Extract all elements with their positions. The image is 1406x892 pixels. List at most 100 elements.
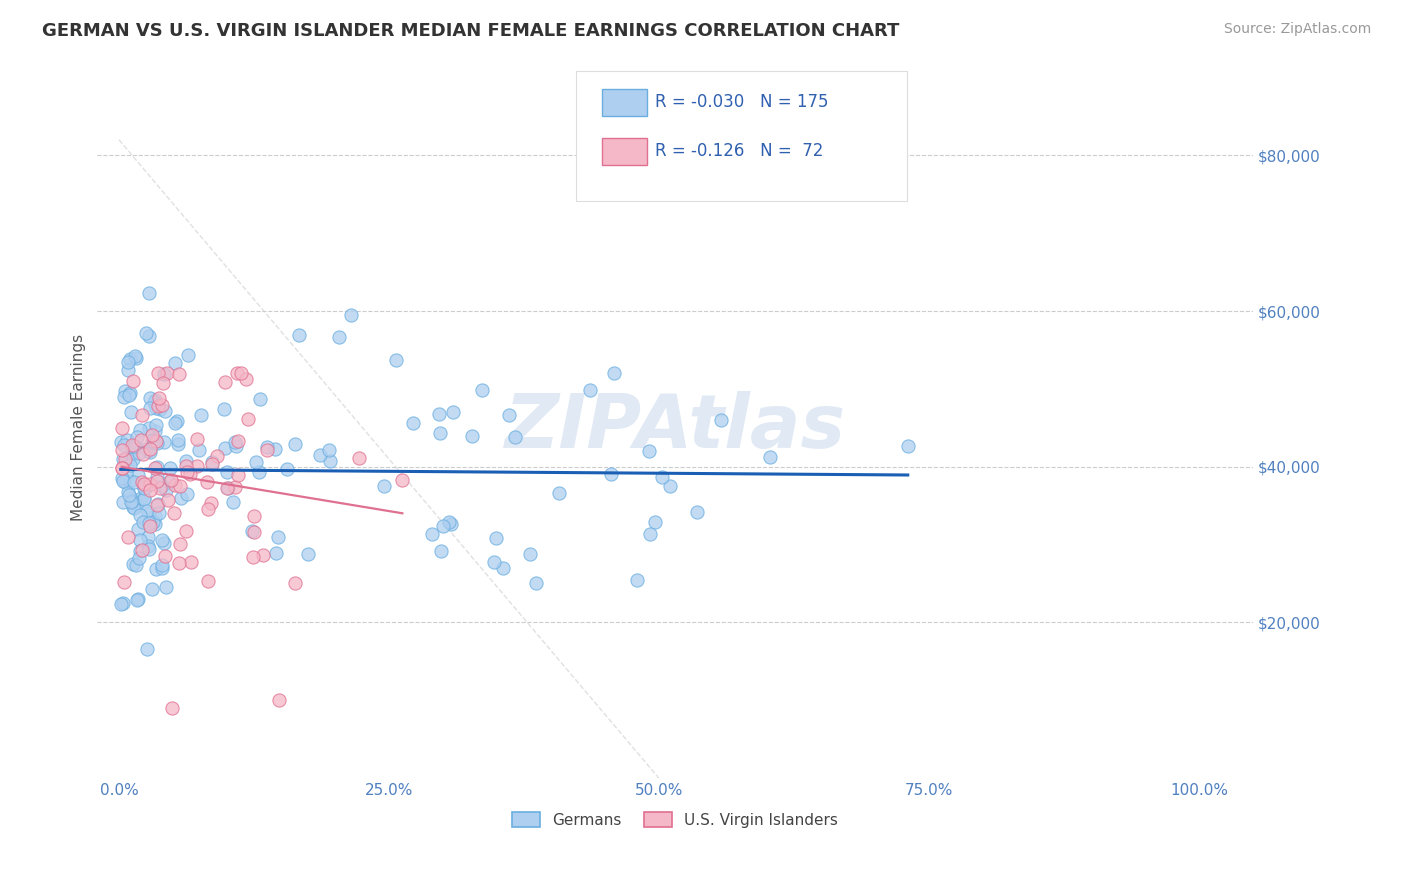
Point: [138, 420, 160, 434]
Point: [117, 355, 139, 369]
Point: [159, 461, 181, 475]
Point: [215, 481, 238, 495]
Point: [503, 430, 526, 444]
Point: [179, 467, 201, 481]
Point: [129, 544, 152, 558]
Point: [128, 551, 150, 566]
Point: [347, 450, 370, 465]
Point: [143, 394, 166, 409]
Point: [242, 508, 264, 523]
Point: [125, 351, 148, 365]
Point: [117, 485, 139, 500]
Point: [148, 506, 170, 520]
Point: [242, 524, 264, 539]
Point: [284, 436, 307, 450]
Point: [169, 479, 191, 493]
Point: [391, 473, 413, 487]
Point: [174, 524, 197, 539]
Point: [122, 500, 145, 515]
Point: [441, 405, 464, 419]
Point: [384, 353, 406, 368]
Point: [150, 533, 173, 548]
Point: [111, 443, 134, 458]
Point: [111, 474, 134, 488]
Point: [125, 440, 148, 454]
Point: [709, 413, 731, 427]
Point: [167, 437, 190, 451]
Point: [141, 434, 163, 448]
Point: [190, 408, 212, 422]
Point: [156, 367, 179, 381]
Point: [121, 438, 143, 452]
Point: [142, 436, 165, 450]
Point: [128, 446, 150, 460]
Point: [226, 367, 249, 381]
Point: [122, 500, 145, 515]
Point: [256, 440, 278, 454]
Point: [139, 391, 162, 405]
Point: [429, 544, 451, 558]
Point: [143, 424, 166, 438]
Point: [180, 555, 202, 569]
Point: [659, 478, 682, 492]
Point: [118, 450, 141, 465]
Point: [146, 470, 169, 484]
Point: [120, 495, 142, 509]
Point: [117, 530, 139, 544]
Point: [112, 494, 135, 508]
Point: [176, 486, 198, 500]
Point: [122, 475, 145, 489]
Point: [328, 330, 350, 344]
Text: GERMAN VS U.S. VIRGIN ISLANDER MEDIAN FEMALE EARNINGS CORRELATION CHART: GERMAN VS U.S. VIRGIN ISLANDER MEDIAN FE…: [42, 22, 900, 40]
Point: [169, 491, 191, 506]
Point: [166, 433, 188, 447]
Point: [402, 416, 425, 430]
Point: [256, 442, 278, 457]
Point: [141, 582, 163, 596]
Point: [128, 508, 150, 522]
Point: [524, 576, 547, 591]
Point: [129, 491, 152, 505]
Point: [163, 478, 186, 492]
Point: [110, 461, 132, 475]
Point: [224, 435, 246, 450]
Point: [422, 526, 444, 541]
Point: [118, 458, 141, 472]
Point: [118, 488, 141, 502]
Point: [129, 533, 152, 547]
Text: R = -0.030   N = 175: R = -0.030 N = 175: [655, 93, 828, 112]
Point: [127, 468, 149, 483]
Point: [165, 356, 187, 370]
Text: Source: ZipAtlas.com: Source: ZipAtlas.com: [1223, 22, 1371, 37]
Point: [139, 445, 162, 459]
Point: [150, 558, 173, 572]
Point: [132, 482, 155, 496]
Point: [143, 460, 166, 475]
Point: [142, 515, 165, 529]
Point: [226, 468, 249, 483]
Point: [236, 412, 259, 426]
Point: [276, 462, 298, 476]
Point: [124, 439, 146, 453]
Point: [120, 446, 142, 460]
Point: [139, 442, 162, 456]
Point: [110, 435, 132, 450]
Point: [120, 386, 142, 401]
Point: [284, 576, 307, 591]
Point: [120, 351, 142, 366]
Text: R = -0.126   N =  72: R = -0.126 N = 72: [655, 142, 824, 161]
Point: [117, 363, 139, 377]
Point: [153, 536, 176, 550]
Point: [152, 479, 174, 493]
Point: [152, 376, 174, 390]
Point: [117, 388, 139, 402]
Point: [127, 592, 149, 607]
Point: [759, 450, 782, 465]
Point: [340, 308, 363, 322]
Point: [547, 486, 569, 500]
Point: [135, 326, 157, 341]
Point: [143, 509, 166, 524]
Point: [217, 465, 239, 479]
Point: [482, 556, 505, 570]
Point: [114, 437, 136, 451]
